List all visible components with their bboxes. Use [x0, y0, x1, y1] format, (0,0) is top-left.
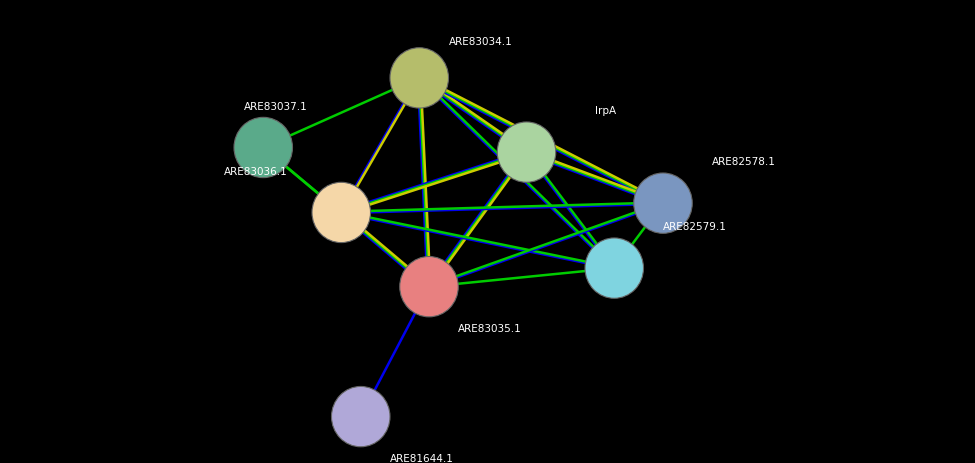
Ellipse shape [400, 257, 458, 317]
Ellipse shape [332, 387, 390, 447]
Text: ARE82578.1: ARE82578.1 [712, 157, 776, 167]
Text: ARE83037.1: ARE83037.1 [244, 101, 307, 112]
Text: ARE83036.1: ARE83036.1 [224, 166, 288, 176]
Text: IrpA: IrpA [595, 106, 616, 116]
Ellipse shape [634, 174, 692, 234]
Text: ARE83034.1: ARE83034.1 [448, 37, 512, 47]
Ellipse shape [497, 123, 556, 183]
Text: ARE82579.1: ARE82579.1 [663, 222, 727, 232]
Text: ARE81644.1: ARE81644.1 [390, 453, 454, 463]
Ellipse shape [312, 183, 370, 243]
Ellipse shape [585, 238, 644, 299]
Text: ARE83035.1: ARE83035.1 [458, 324, 522, 334]
Ellipse shape [390, 49, 448, 109]
Ellipse shape [234, 118, 292, 178]
